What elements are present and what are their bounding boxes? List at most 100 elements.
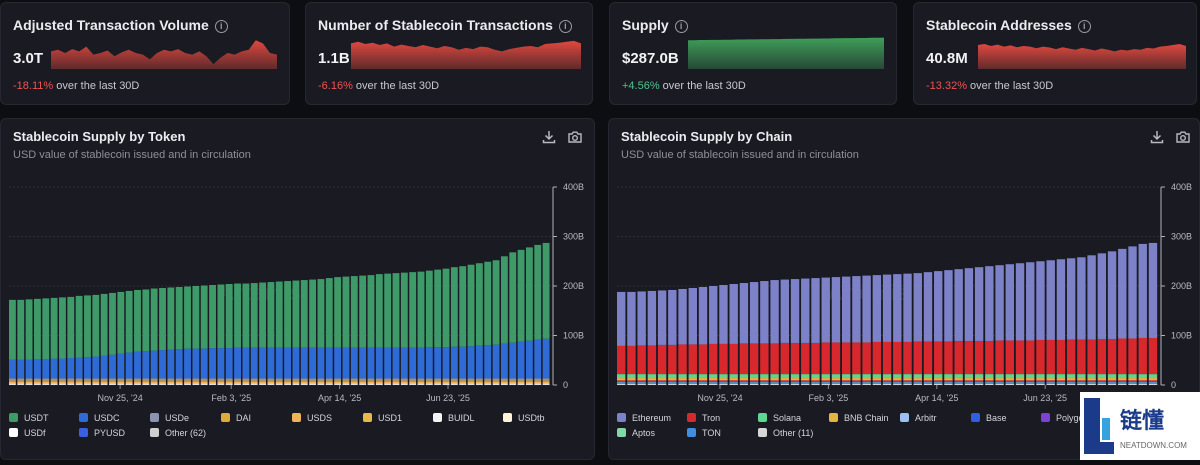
bar-segment-avalanche-c-chain	[821, 380, 830, 382]
bar-segment-usdf	[309, 384, 317, 385]
bar-segment-avalanche-c-chain	[995, 380, 1004, 382]
bar-segment-avalanche-c-chain	[1107, 380, 1117, 382]
bar-segment-other-11-	[770, 384, 779, 385]
bar-segment-aptos	[688, 382, 697, 384]
bar-segment-base	[709, 381, 718, 383]
legend-item[interactable]: Solana	[758, 413, 801, 423]
bar-segment-bnb-chain	[770, 378, 779, 381]
bar-segment-avalanche-c-chain	[1015, 380, 1025, 382]
bar-segment-bnb-chain	[1066, 378, 1076, 381]
bar-segment-ethereum	[1005, 264, 1014, 341]
bar-segment-usdc	[325, 347, 333, 379]
bar-segment-dai	[184, 380, 191, 382]
legend-item[interactable]: DAI	[221, 413, 251, 423]
bar-segment-usds	[534, 381, 542, 384]
legend-item[interactable]: Other (62)	[150, 428, 206, 438]
sparkline-area	[351, 40, 581, 69]
bar-segment-usdc	[275, 347, 283, 379]
bar-segment-dai	[525, 380, 533, 382]
legend-item[interactable]: USDT	[9, 413, 49, 423]
legend-item[interactable]: Tron	[687, 413, 720, 423]
legend-item[interactable]: BUIDL	[433, 413, 475, 423]
bar-segment-aptos	[1005, 382, 1014, 384]
bar-segment-other-11-	[1036, 384, 1045, 385]
bar-segment-usds	[325, 381, 333, 384]
bar-segment-buidl	[384, 383, 392, 385]
bar-segment-usdt	[500, 256, 508, 344]
bar-segment-ton	[688, 383, 697, 385]
legend-item[interactable]: TON	[687, 428, 721, 438]
bar-segment-usdf	[342, 384, 350, 385]
bar-segment-aptos	[637, 382, 646, 384]
bar-segment-tron	[1118, 338, 1127, 375]
bar-segment-tron	[1056, 339, 1066, 375]
info-icon[interactable]: i	[558, 20, 572, 33]
bar-segment-solana	[1046, 374, 1055, 379]
legend-item[interactable]: PYUSD	[79, 428, 125, 438]
bar-segment-ethereum	[964, 268, 974, 341]
bar-segment-usdc	[342, 347, 350, 379]
bar-segment-ethereum	[637, 291, 646, 346]
bar-segment-aptos	[1107, 382, 1117, 384]
legend-swatch	[150, 428, 159, 437]
bar-segment-usds	[217, 381, 225, 384]
bar-segment-base	[627, 381, 636, 383]
bar-segment-other-11-	[964, 384, 974, 385]
bar-segment-dai	[159, 380, 166, 382]
bar-segment-ethereum	[821, 277, 830, 343]
bar-segment-usdc	[242, 347, 250, 379]
download-icon[interactable]	[541, 129, 557, 145]
bar-segment-avalanche-c-chain	[729, 380, 738, 382]
bar-segment-buidl	[400, 383, 408, 385]
legend-item[interactable]: USDS	[292, 413, 332, 423]
bar-segment-tron	[1087, 339, 1096, 375]
info-icon[interactable]: i	[1077, 20, 1091, 33]
bar-segment-usds	[375, 381, 383, 384]
bar-segment-dai	[225, 380, 233, 382]
bar-segment-other-11-	[934, 384, 943, 385]
bar-segment-solana	[1118, 374, 1127, 379]
bar-segment-usde	[359, 378, 367, 381]
bar-segment-aptos	[831, 382, 841, 384]
bar-segment-solana	[1128, 374, 1137, 379]
bar-segment-avalanche-c-chain	[964, 380, 974, 382]
bar-segment-usdf	[509, 384, 517, 385]
legend-item[interactable]: USDe	[150, 413, 189, 423]
camera-icon[interactable]	[1175, 129, 1191, 145]
camera-icon[interactable]	[567, 129, 583, 145]
legend-item[interactable]: USDC	[79, 413, 120, 423]
legend-item[interactable]: USDtb	[503, 413, 545, 423]
bar-segment-usdc	[425, 347, 433, 379]
legend-swatch	[687, 413, 696, 422]
y-tick-label: 0	[563, 380, 568, 390]
bar-segment-bnb-chain	[790, 378, 800, 381]
bar-segment-ethereum	[709, 286, 718, 344]
info-icon[interactable]: i	[214, 20, 228, 33]
bar-segment-avalanche-c-chain	[801, 380, 810, 382]
bar-segment-bnb-chain	[1138, 378, 1147, 381]
bar-segment-usdt	[50, 297, 58, 359]
bar-segment-usde	[467, 378, 475, 381]
bar-segment-ethereum	[893, 274, 902, 342]
bar-segment-dai	[250, 380, 258, 382]
bar-segment-usde	[292, 378, 300, 381]
bar-segment-solana	[995, 374, 1004, 379]
legend-item[interactable]: Aptos	[617, 428, 655, 438]
legend-swatch	[503, 413, 512, 422]
legend-item[interactable]: USDf	[9, 428, 46, 438]
legend-item[interactable]: Other (11)	[758, 428, 813, 438]
bar-segment-usdt	[267, 282, 275, 348]
legend-item[interactable]: BNB Chain	[829, 413, 889, 423]
bar-segment-bnb-chain	[985, 378, 994, 381]
bar-segment-usds	[484, 381, 492, 384]
legend-item[interactable]: Ethereum	[617, 413, 671, 423]
info-icon[interactable]: i	[674, 20, 688, 33]
legend-item[interactable]: USD1	[363, 413, 402, 423]
bar-segment-base	[760, 381, 769, 383]
bar-segment-usde	[525, 378, 533, 381]
bar-segment-usde	[150, 378, 158, 381]
legend-item[interactable]: Base	[971, 413, 1007, 423]
download-icon[interactable]	[1149, 129, 1165, 145]
legend-item[interactable]: Arbitr	[900, 413, 937, 423]
bar-segment-usdc	[109, 354, 116, 379]
